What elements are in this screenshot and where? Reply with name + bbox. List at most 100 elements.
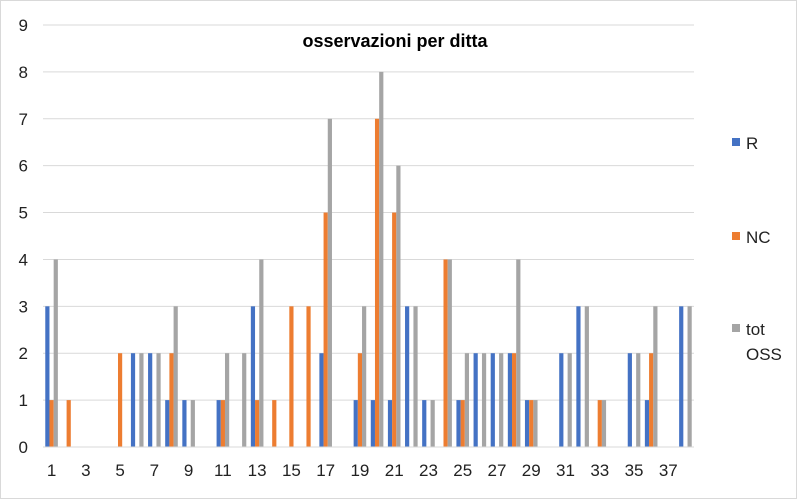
bar-tot-oss-19: [362, 306, 367, 447]
x-tick-label: 9: [184, 461, 193, 480]
bar-r-20: [370, 400, 375, 447]
bar-tot-oss-13: [259, 259, 264, 447]
x-tick-label: 37: [659, 461, 678, 480]
bar-tot-oss-12: [242, 353, 247, 447]
bar-nc-19: [357, 353, 363, 447]
bar-r-29: [524, 400, 530, 447]
bar-nc-14: [272, 400, 277, 447]
y-tick-label: 6: [19, 157, 28, 176]
bar-tot-oss-36: [653, 306, 658, 447]
y-axis-ticks: 0 1 2 3 4 5 6 7 8 9: [19, 16, 28, 457]
x-tick-label: 5: [115, 461, 124, 480]
bar-tot-oss-24: [447, 259, 452, 447]
bar-r-23: [422, 400, 427, 447]
legend-tot-oss-icon: [732, 324, 740, 332]
gridlines: [43, 24, 694, 401]
bar-tot-oss-22: [413, 306, 418, 447]
bar-r-36: [644, 400, 650, 447]
y-tick-label: 9: [19, 16, 28, 35]
legend-label-r: R: [746, 134, 758, 153]
bar-tot-oss-7: [156, 353, 161, 447]
bar-r-7: [148, 353, 153, 447]
x-axis-ticks: 1 3 5 7 9 11 13 15 17 19 21 23 25 27 29 31 33 35 37: [47, 461, 678, 480]
bar-nc-15: [289, 306, 294, 447]
bar-tot-oss-33: [601, 400, 607, 447]
bar-nc-33: [597, 400, 602, 447]
bar-r-8: [165, 400, 170, 447]
bar-nc-20: [374, 118, 380, 447]
legend-r-icon: [732, 138, 740, 146]
bar-tot-oss-6: [139, 353, 144, 447]
x-tick-label: 33: [590, 461, 609, 480]
bar-tot-oss-29: [533, 400, 538, 447]
bar-nc-17: [323, 212, 328, 447]
bar-r-19: [353, 400, 358, 447]
bar-nc-11: [220, 400, 225, 447]
bar-r-35: [627, 353, 632, 447]
bar-r-32: [576, 306, 581, 447]
bar-nc-25: [460, 400, 465, 447]
bar-nc-1: [49, 400, 54, 447]
legend-label-tot-oss-line: OSS: [746, 345, 782, 364]
bar-nc-16: [306, 306, 311, 447]
bar-tot-oss-28: [516, 259, 521, 447]
legend-label-tot-oss: tot OSS: [746, 320, 782, 364]
legend-nc-icon: [732, 232, 740, 240]
x-tick-label: 13: [248, 461, 267, 480]
bar-r-1: [45, 306, 50, 447]
bar-tot-oss-32: [584, 306, 589, 447]
legend-label-tot-oss-line: tot: [746, 320, 765, 339]
bar-nc-5: [117, 353, 123, 447]
x-tick-label: 7: [150, 461, 159, 480]
x-tick-label: 31: [556, 461, 575, 480]
bar-r-21: [387, 400, 393, 447]
bar-r-6: [130, 353, 136, 447]
x-tick-label: 35: [625, 461, 644, 480]
chart-title: osservazioni per ditta: [302, 31, 488, 51]
bars: [45, 71, 692, 448]
bar-tot-oss-1: [53, 259, 58, 447]
bar-r-17: [319, 353, 324, 447]
bar-nc-29: [529, 400, 534, 447]
bar-tot-oss-38: [687, 306, 692, 447]
bar-r-13: [250, 306, 256, 447]
bar-nc-21: [392, 212, 397, 447]
y-tick-label: 4: [19, 250, 28, 269]
x-tick-label: 23: [419, 461, 438, 480]
bar-tot-oss-31: [567, 353, 572, 447]
x-tick-label: 17: [316, 461, 335, 480]
bar-r-25: [456, 400, 461, 447]
bar-tot-oss-9: [190, 400, 195, 447]
bar-nc-8: [169, 353, 174, 447]
y-tick-label: 8: [19, 63, 28, 82]
y-tick-label: 0: [19, 438, 28, 457]
bar-nc-28: [512, 353, 517, 447]
bar-nc-36: [649, 353, 654, 447]
bar-nc-2: [66, 400, 71, 447]
x-tick-label: 21: [385, 461, 404, 480]
x-tick-label: 1: [47, 461, 56, 480]
bar-tot-oss-26: [481, 353, 487, 447]
y-tick-label: 2: [19, 344, 28, 363]
legend-label-nc: NC: [746, 228, 771, 247]
y-tick-label: 5: [19, 204, 28, 223]
bar-tot-oss-20: [379, 71, 384, 447]
x-tick-label: 15: [282, 461, 301, 480]
x-tick-label: 27: [488, 461, 507, 480]
x-tick-label: 29: [522, 461, 541, 480]
bar-tot-oss-17: [327, 118, 332, 447]
bar-nc-13: [255, 400, 260, 447]
bar-tot-oss-8: [173, 306, 178, 447]
y-tick-label: 7: [19, 110, 28, 129]
bar-r-26: [473, 353, 478, 447]
bar-tot-oss-21: [396, 165, 401, 448]
bar-tot-oss-35: [636, 353, 641, 447]
bar-r-31: [559, 353, 564, 447]
x-tick-label: 19: [350, 461, 369, 480]
bar-r-38: [679, 306, 684, 447]
bar-r-11: [216, 400, 221, 447]
bar-r-9: [182, 400, 187, 447]
legend: R NC tot OSS: [732, 134, 782, 364]
